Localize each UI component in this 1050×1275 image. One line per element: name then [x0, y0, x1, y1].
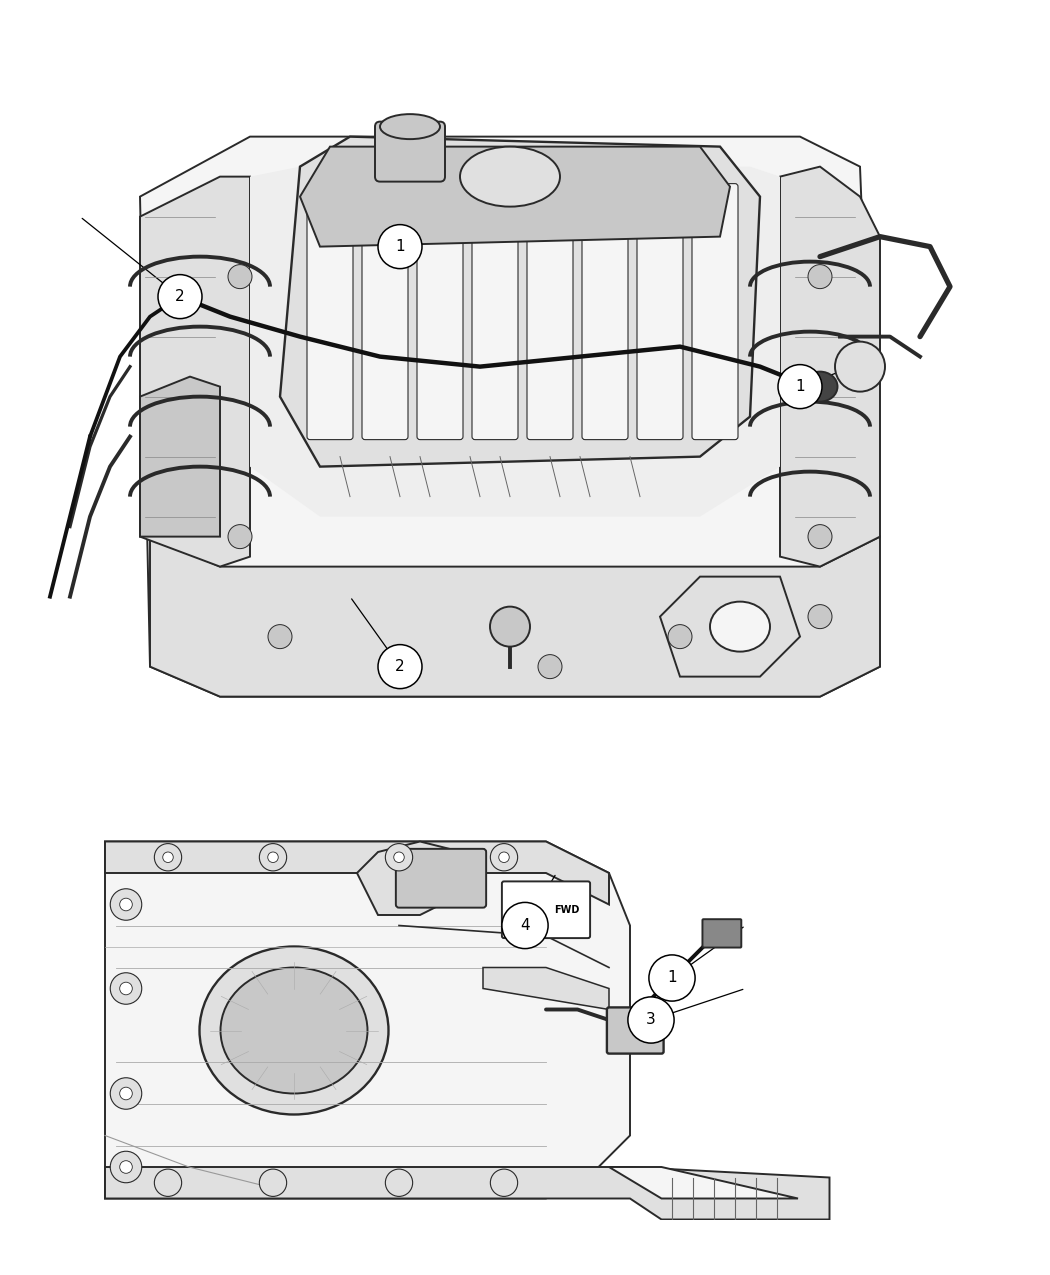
Circle shape	[120, 982, 132, 994]
Polygon shape	[250, 167, 780, 516]
Circle shape	[385, 844, 413, 871]
Polygon shape	[105, 842, 630, 1198]
FancyBboxPatch shape	[472, 184, 518, 440]
Circle shape	[120, 898, 132, 910]
Text: 1: 1	[795, 379, 804, 394]
Circle shape	[808, 265, 832, 288]
FancyBboxPatch shape	[702, 919, 741, 947]
Circle shape	[110, 889, 142, 921]
Circle shape	[110, 1151, 142, 1183]
Ellipse shape	[220, 968, 368, 1094]
Polygon shape	[660, 576, 800, 677]
Circle shape	[228, 524, 252, 548]
Circle shape	[154, 1169, 182, 1196]
Polygon shape	[105, 1167, 830, 1219]
Circle shape	[120, 1160, 132, 1173]
Text: 2: 2	[395, 659, 405, 674]
FancyBboxPatch shape	[582, 184, 628, 440]
Circle shape	[378, 224, 422, 269]
Circle shape	[154, 844, 182, 871]
FancyBboxPatch shape	[502, 881, 590, 938]
Circle shape	[388, 654, 412, 678]
Circle shape	[120, 1088, 132, 1100]
FancyBboxPatch shape	[307, 184, 353, 440]
Ellipse shape	[710, 602, 770, 652]
FancyBboxPatch shape	[396, 849, 486, 908]
Polygon shape	[140, 136, 880, 696]
Text: 1: 1	[395, 240, 405, 254]
Circle shape	[110, 1077, 142, 1109]
Circle shape	[490, 1169, 518, 1196]
Circle shape	[259, 844, 287, 871]
Circle shape	[110, 973, 142, 1005]
Ellipse shape	[380, 115, 440, 139]
Circle shape	[668, 625, 692, 649]
Circle shape	[502, 903, 548, 949]
Polygon shape	[300, 147, 730, 246]
Circle shape	[808, 604, 832, 629]
FancyBboxPatch shape	[692, 184, 738, 440]
Polygon shape	[780, 167, 880, 566]
Circle shape	[268, 625, 292, 649]
Circle shape	[378, 645, 422, 688]
Polygon shape	[105, 842, 609, 904]
Circle shape	[649, 955, 695, 1001]
Circle shape	[259, 1169, 287, 1196]
Polygon shape	[150, 537, 880, 696]
Polygon shape	[140, 376, 220, 537]
Polygon shape	[280, 136, 760, 467]
Circle shape	[490, 844, 518, 871]
Circle shape	[808, 524, 832, 548]
Circle shape	[394, 852, 404, 862]
Circle shape	[628, 997, 674, 1043]
Ellipse shape	[460, 147, 560, 207]
Text: 3: 3	[646, 1012, 656, 1028]
Circle shape	[385, 1169, 413, 1196]
Polygon shape	[357, 842, 483, 915]
Polygon shape	[140, 177, 250, 566]
Circle shape	[163, 852, 173, 862]
FancyBboxPatch shape	[362, 184, 408, 440]
Circle shape	[228, 265, 252, 288]
FancyBboxPatch shape	[607, 1007, 664, 1053]
FancyBboxPatch shape	[417, 184, 463, 440]
Circle shape	[499, 852, 509, 862]
Ellipse shape	[802, 371, 838, 402]
Circle shape	[778, 365, 822, 408]
Text: FWD: FWD	[554, 905, 580, 914]
Circle shape	[268, 852, 278, 862]
FancyBboxPatch shape	[375, 121, 445, 181]
Circle shape	[538, 654, 562, 678]
Text: 4: 4	[520, 918, 530, 933]
Ellipse shape	[200, 946, 388, 1114]
Ellipse shape	[490, 607, 530, 646]
FancyBboxPatch shape	[527, 184, 573, 440]
FancyBboxPatch shape	[637, 184, 683, 440]
Polygon shape	[609, 1167, 798, 1198]
Text: 1: 1	[667, 970, 677, 986]
Circle shape	[158, 274, 202, 319]
Polygon shape	[483, 968, 609, 1010]
Ellipse shape	[835, 342, 885, 391]
Text: 2: 2	[175, 289, 185, 305]
